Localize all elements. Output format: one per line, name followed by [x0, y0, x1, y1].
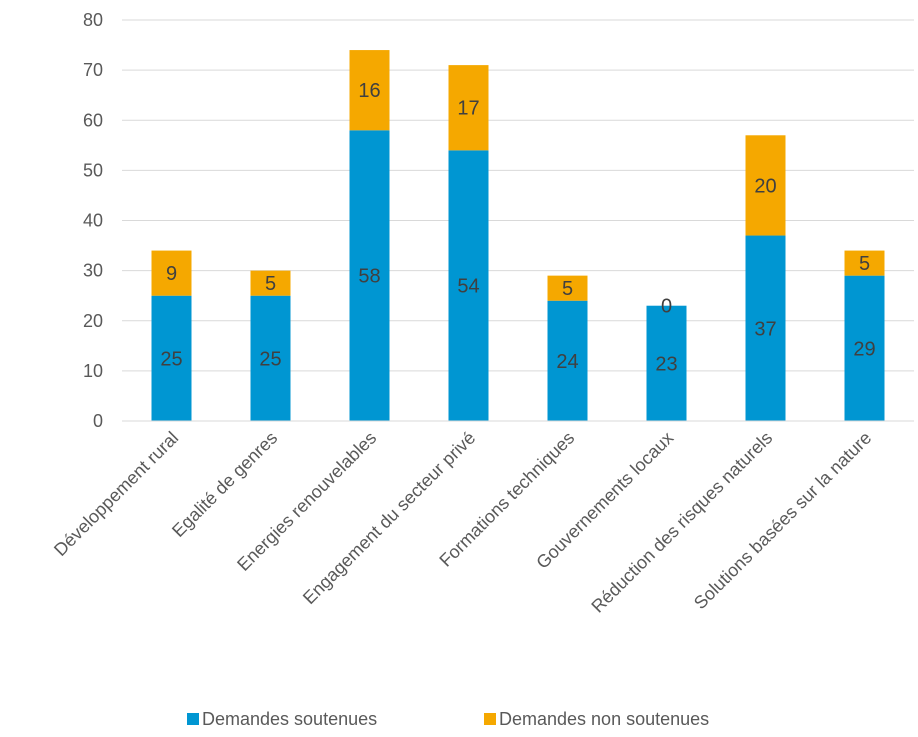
bar-segment-supported — [448, 150, 489, 421]
data-label-unsupported: 16 — [358, 80, 380, 102]
data-label-unsupported: 9 — [166, 263, 177, 285]
bar-segment-unsupported — [547, 275, 588, 301]
legend: Demandes soutenues Demandes non soutenue… — [187, 709, 709, 729]
data-label-supported: 54 — [457, 276, 479, 298]
data-label-supported: 58 — [358, 266, 380, 288]
x-category-label: Engagement du secteur privé — [299, 428, 479, 608]
x-category-label: Egalité de genres — [168, 428, 281, 541]
x-category-label: Développement rural — [50, 428, 182, 560]
y-tick-label: 40 — [83, 211, 103, 231]
y-tick-label: 80 — [83, 10, 103, 30]
bar-segment-supported — [547, 300, 588, 421]
y-tick-label: 0 — [93, 411, 103, 431]
bar-segment-supported — [349, 130, 390, 421]
legend-label-supported: Demandes soutenues — [202, 709, 377, 729]
data-label-unsupported: 20 — [754, 175, 776, 197]
bar-segment-unsupported — [349, 50, 390, 131]
data-label-unsupported: 0 — [661, 296, 672, 318]
data-label-unsupported: 5 — [562, 278, 573, 300]
bar-segment-supported — [745, 235, 786, 421]
legend-label-unsupported: Demandes non soutenues — [499, 709, 709, 729]
data-label-unsupported: 17 — [457, 98, 479, 120]
y-tick-label: 20 — [83, 311, 103, 331]
bar-segment-supported — [844, 275, 885, 421]
gridlines — [122, 19, 914, 372]
bar-segment-unsupported — [250, 270, 291, 296]
y-tick-label: 60 — [83, 110, 103, 130]
data-label-unsupported: 5 — [265, 273, 276, 295]
bar-segment-unsupported — [448, 65, 489, 151]
data-label-supported: 24 — [556, 351, 578, 373]
data-label-supported: 23 — [655, 353, 677, 375]
data-label-supported: 37 — [754, 318, 776, 340]
y-axis-tick-labels: 0 10 20 30 40 50 60 70 80 — [83, 10, 103, 431]
bar-segment-unsupported — [151, 250, 192, 296]
data-label-supported: 29 — [853, 338, 875, 360]
bar-segment-unsupported — [844, 250, 885, 276]
bar-segment-supported — [250, 295, 291, 421]
bar-segment-supported — [151, 295, 192, 421]
y-tick-label: 50 — [83, 160, 103, 180]
legend-swatch-supported — [187, 713, 199, 725]
data-label-supported: 25 — [259, 348, 281, 370]
legend-swatch-unsupported — [484, 713, 496, 725]
y-tick-label: 10 — [83, 361, 103, 381]
y-tick-label: 70 — [83, 60, 103, 80]
data-labels: 25 9 25 5 58 16 54 17 24 5 23 0 37 20 29 5 — [160, 80, 875, 375]
bar-segment-unsupported — [745, 135, 786, 236]
bars — [151, 50, 885, 421]
x-category-label: Réduction des risques naturels — [587, 428, 776, 617]
bar-segment-supported — [646, 305, 687, 421]
data-label-supported: 25 — [160, 348, 182, 370]
data-label-unsupported: 5 — [859, 253, 870, 275]
y-tick-label: 30 — [83, 261, 103, 281]
x-category-label: Solutions basées sur la nature — [690, 428, 875, 613]
